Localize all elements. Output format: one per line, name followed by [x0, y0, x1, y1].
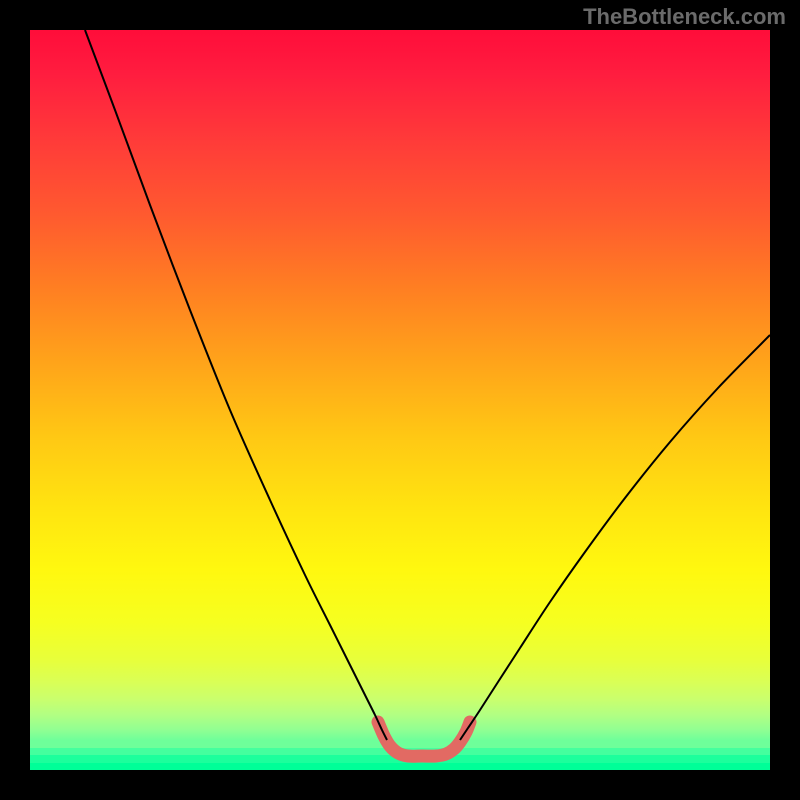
curve-layer	[30, 30, 770, 770]
v-curve-left	[85, 30, 387, 740]
v-curve-right	[460, 335, 770, 740]
chart-frame: TheBottleneck.com	[0, 0, 800, 800]
plot-area	[30, 30, 770, 770]
trough-highlight	[378, 722, 470, 756]
watermark-text: TheBottleneck.com	[583, 4, 786, 30]
